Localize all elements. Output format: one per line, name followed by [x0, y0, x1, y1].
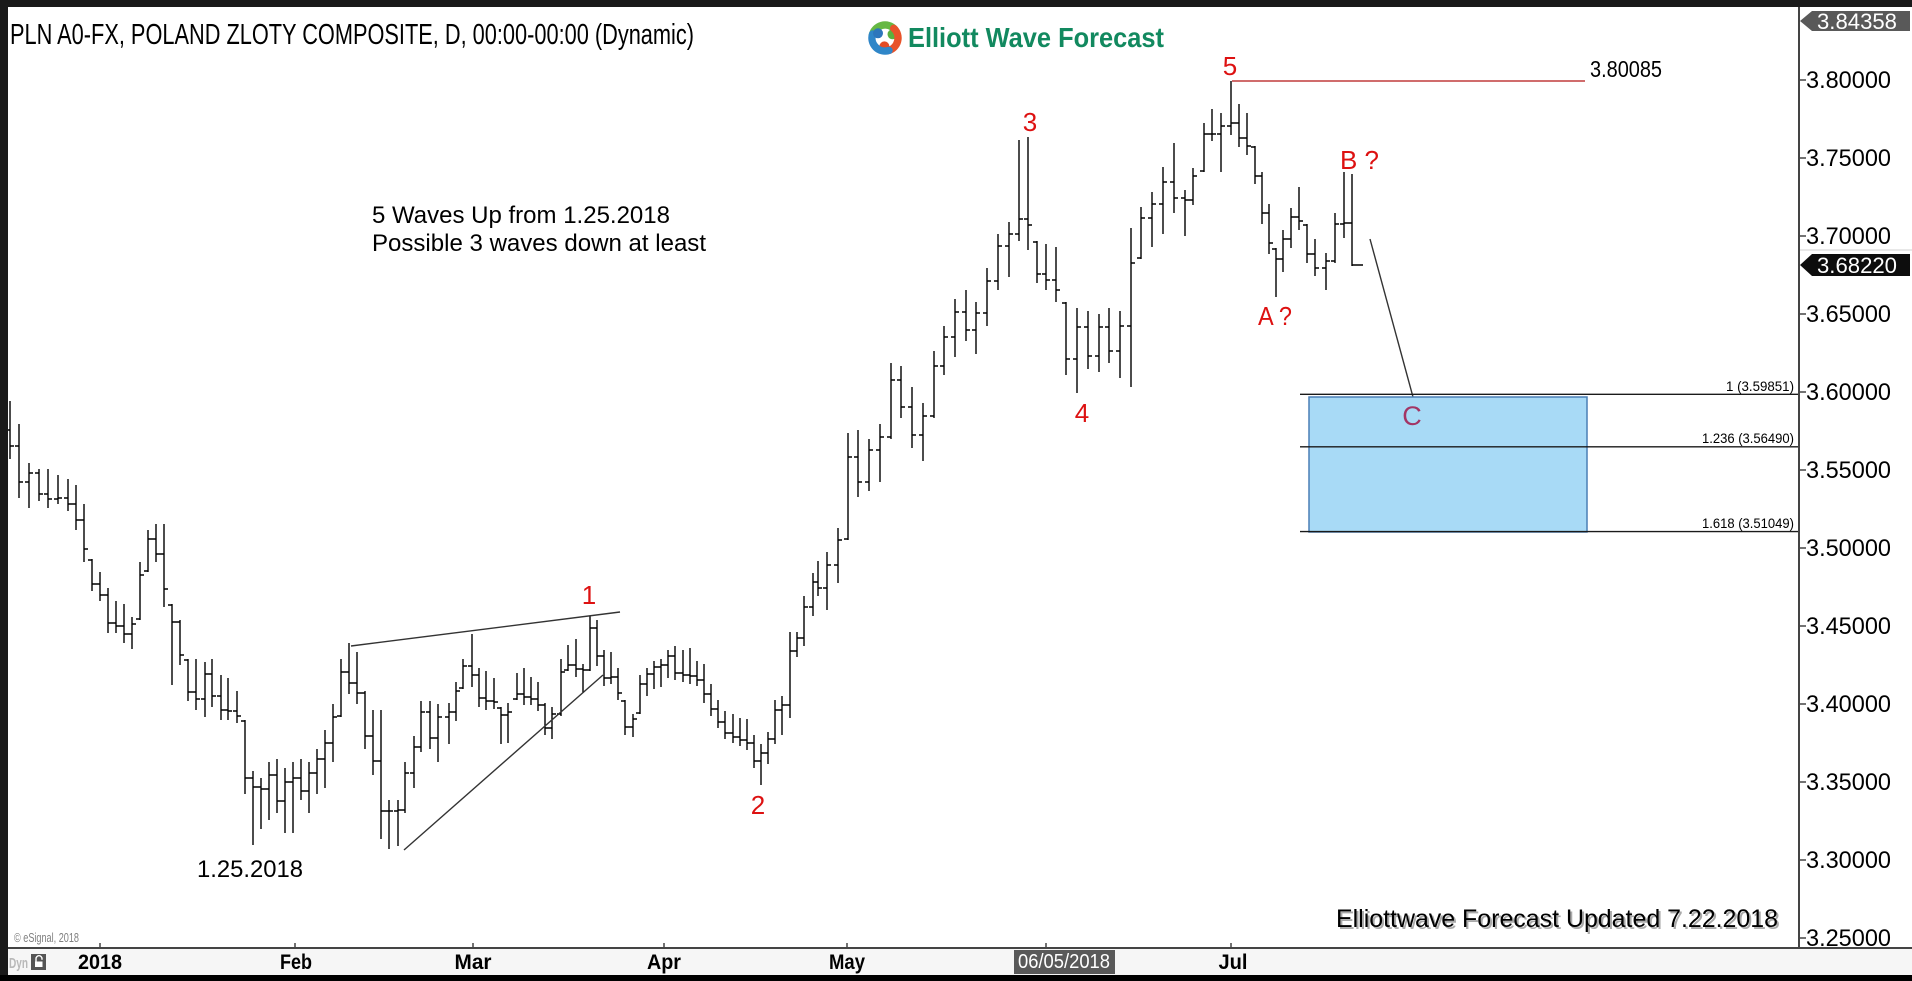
svg-text:Jul: Jul	[1219, 951, 1248, 974]
svg-text:Possible 3 waves down at least: Possible 3 waves down at least	[372, 230, 706, 257]
svg-text:Elliottwave Forecast Updated 7: Elliottwave Forecast Updated 7.22.2018	[1338, 907, 1780, 935]
svg-text:Elliottwave Forecast Updated 7: Elliottwave Forecast Updated 7.22.2018	[1336, 905, 1778, 933]
svg-text:1.236 (3.56490): 1.236 (3.56490)	[1702, 430, 1794, 446]
svg-text:Elliott Wave Forecast: Elliott Wave Forecast	[908, 22, 1164, 53]
svg-text:May: May	[829, 951, 865, 974]
svg-text:1.618 (3.51049): 1.618 (3.51049)	[1702, 515, 1794, 531]
svg-text:3.80000: 3.80000	[1806, 67, 1891, 94]
svg-text:3.84358: 3.84358	[1817, 9, 1897, 34]
svg-text:3.75000: 3.75000	[1806, 145, 1891, 172]
svg-text:Feb: Feb	[280, 951, 312, 974]
svg-text:3.55000: 3.55000	[1806, 457, 1891, 484]
svg-text:3.25000: 3.25000	[1806, 925, 1891, 952]
svg-text:3.70000: 3.70000	[1806, 223, 1891, 250]
svg-text:Mar: Mar	[455, 951, 492, 974]
svg-text:1 (3.59851): 1 (3.59851)	[1726, 378, 1794, 394]
svg-text:3.30000: 3.30000	[1806, 847, 1891, 874]
svg-text:3.40000: 3.40000	[1806, 691, 1891, 718]
svg-text:06/05/2018: 06/05/2018	[1018, 951, 1110, 973]
svg-text:© eSignal, 2018: © eSignal, 2018	[14, 930, 79, 945]
svg-text:2: 2	[751, 790, 765, 820]
svg-text:B ?: B ?	[1340, 145, 1379, 175]
svg-text:2018: 2018	[78, 951, 122, 974]
svg-text:3.80085: 3.80085	[1590, 56, 1662, 82]
svg-text:3.65000: 3.65000	[1806, 301, 1891, 328]
svg-text:A ?: A ?	[1258, 301, 1292, 331]
svg-text:PLN A0-FX, POLAND ZLOTY COMPOS: PLN A0-FX, POLAND ZLOTY COMPOSITE, D, 00…	[10, 19, 694, 51]
svg-text:C: C	[1402, 401, 1422, 431]
svg-text:3.35000: 3.35000	[1806, 769, 1891, 796]
svg-text:3.50000: 3.50000	[1806, 535, 1891, 562]
svg-text:5: 5	[1223, 51, 1237, 81]
svg-text:1.25.2018: 1.25.2018	[197, 856, 303, 883]
svg-text:1: 1	[582, 580, 596, 610]
svg-text:4: 4	[1075, 398, 1089, 428]
svg-text:3: 3	[1023, 107, 1037, 137]
svg-text:3.60000: 3.60000	[1806, 379, 1891, 406]
svg-text:5 Waves Up from 1.25.2018: 5 Waves Up from 1.25.2018	[372, 202, 670, 229]
svg-text:Dyn: Dyn	[9, 955, 28, 972]
svg-text:3.68220: 3.68220	[1817, 253, 1897, 278]
svg-text:3.45000: 3.45000	[1806, 613, 1891, 640]
svg-text:Apr: Apr	[647, 951, 681, 974]
